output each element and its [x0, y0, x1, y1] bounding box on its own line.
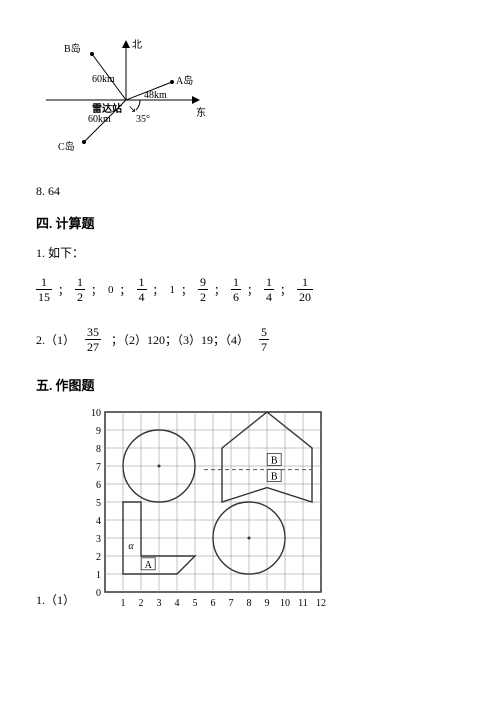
whole-number: 0 [108, 284, 114, 296]
svg-text:12: 12 [316, 598, 326, 609]
radar-svg: 北东雷达站↘A岛48kmB岛60kmC岛60km35° [36, 30, 226, 170]
svg-text:1: 1 [121, 598, 126, 609]
svg-text:10: 10 [280, 598, 290, 609]
svg-text:35°: 35° [136, 114, 150, 125]
svg-text:8: 8 [96, 444, 101, 455]
svg-text:6: 6 [211, 598, 216, 609]
q2-frac1-den: 27 [85, 340, 101, 354]
svg-text:A: A [145, 559, 153, 570]
fraction: 120 [297, 275, 313, 305]
svg-text:8: 8 [247, 598, 252, 609]
fraction: 14 [137, 275, 147, 305]
svg-text:5: 5 [193, 598, 198, 609]
svg-text:7: 7 [229, 598, 234, 609]
fraction: 115 [36, 275, 52, 305]
svg-text:3: 3 [157, 598, 162, 609]
q2-part1-label: 2.（1） [36, 331, 75, 348]
svg-text:C岛: C岛 [58, 140, 75, 153]
q5-1-label: 1.（1） [36, 591, 75, 614]
svg-text:2: 2 [96, 552, 101, 563]
q2-frac4-den: 7 [259, 340, 269, 354]
q1-label: 1. 如下： [36, 244, 464, 261]
svg-text:10: 10 [91, 408, 101, 419]
fraction: 14 [264, 275, 274, 305]
fraction: 12 [75, 275, 85, 305]
separator: ； [214, 282, 225, 298]
separator: ； [247, 282, 258, 298]
separator: ； [91, 282, 102, 298]
svg-text:B: B [271, 471, 278, 482]
whole-number: 1 [170, 284, 176, 296]
q2-parts-234-label: ；（2）120；（3）19；（4） [111, 331, 249, 348]
answer-8-64: 8. 64 [36, 184, 464, 199]
svg-text:3: 3 [96, 534, 101, 545]
svg-text:B岛: B岛 [64, 42, 81, 55]
svg-text:α: α [128, 540, 134, 551]
svg-text:9: 9 [265, 598, 270, 609]
svg-text:6: 6 [96, 480, 101, 491]
grid-figure-wrap: 1.（1） 109876543210123456789101112AαBB [36, 404, 464, 614]
q2-frac4-num: 5 [259, 325, 269, 340]
svg-text:60km: 60km [88, 114, 111, 125]
svg-text:东: 东 [196, 106, 206, 119]
radar-diagram: 北东雷达站↘A岛48kmB岛60kmC岛60km35° [36, 30, 226, 170]
fraction: 16 [231, 275, 241, 305]
separator: ； [153, 282, 164, 298]
svg-text:7: 7 [96, 462, 101, 473]
svg-text:4: 4 [175, 598, 180, 609]
section-4-heading: 四. 计算题 [36, 213, 464, 232]
fraction: 92 [198, 275, 208, 305]
svg-text:A岛: A岛 [176, 74, 193, 87]
separator: ； [280, 282, 291, 298]
separator: ； [58, 282, 69, 298]
svg-text:4: 4 [96, 516, 101, 527]
q2-frac-4: 5 7 [259, 325, 269, 355]
svg-text:1: 1 [96, 570, 101, 581]
fraction-answer-row: 115 ； 12 ； 0 ； 14 ； 1 ； 92 ； 16 ； 14 ； 120 [36, 275, 456, 305]
svg-text:5: 5 [96, 498, 101, 509]
svg-text:B: B [271, 455, 278, 466]
svg-text:9: 9 [96, 426, 101, 437]
section-5-heading: 五. 作图题 [36, 375, 464, 394]
grid-svg: 109876543210123456789101112AαBB [81, 404, 339, 614]
q2-frac-1: 35 27 [85, 325, 101, 355]
separator: ； [120, 282, 131, 298]
svg-text:48km: 48km [144, 90, 167, 101]
q2-frac1-num: 35 [85, 325, 101, 340]
separator: ； [181, 282, 192, 298]
svg-text:11: 11 [298, 598, 308, 609]
svg-text:0: 0 [96, 588, 101, 599]
q2-line: 2.（1） 35 27 ；（2）120；（3）19；（4） 5 7 [36, 325, 464, 355]
svg-text:北: 北 [132, 39, 142, 51]
svg-text:60km: 60km [92, 74, 115, 85]
svg-text:2: 2 [139, 598, 144, 609]
